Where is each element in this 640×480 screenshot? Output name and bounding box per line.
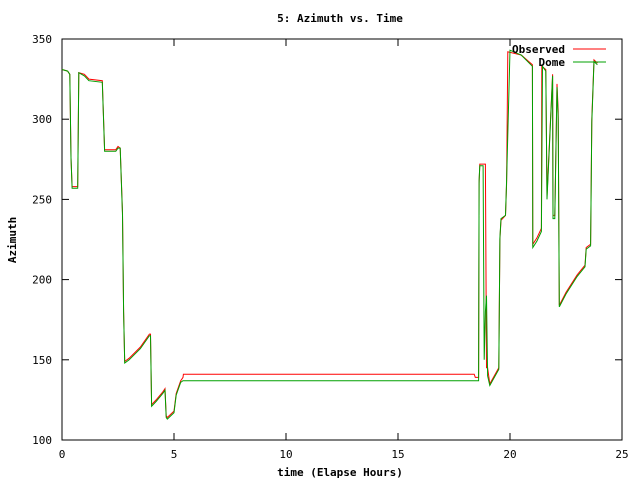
series-line-observed: [61, 51, 598, 419]
y-axis-label: Azimuth: [6, 217, 19, 263]
series-line-dome: [61, 49, 598, 420]
x-tick-label: 15: [391, 448, 404, 461]
legend-label-dome: Dome: [539, 56, 566, 69]
y-tick-label: 300: [32, 113, 52, 126]
x-tick-label: 5: [171, 448, 178, 461]
chart-title: 5: Azimuth vs. Time: [277, 12, 403, 25]
y-tick-label: 350: [32, 33, 52, 46]
y-tick-label: 250: [32, 193, 52, 206]
legend-label-observed: Observed: [512, 43, 565, 56]
series-lines: [61, 49, 598, 420]
x-axis-label: time (Elapse Hours): [277, 466, 403, 479]
x-tick-label: 10: [279, 448, 292, 461]
y-tick-label: 100: [32, 434, 52, 447]
x-tick-label: 25: [615, 448, 628, 461]
axis-ticks: 0 5 10 15 20 25 100 150 200 250 300 350: [32, 33, 629, 461]
x-tick-label: 20: [503, 448, 516, 461]
plot-frame: [61, 38, 623, 441]
x-tick-label: 0: [59, 448, 66, 461]
y-tick-label: 150: [32, 354, 52, 367]
y-tick-label: 200: [32, 274, 52, 287]
